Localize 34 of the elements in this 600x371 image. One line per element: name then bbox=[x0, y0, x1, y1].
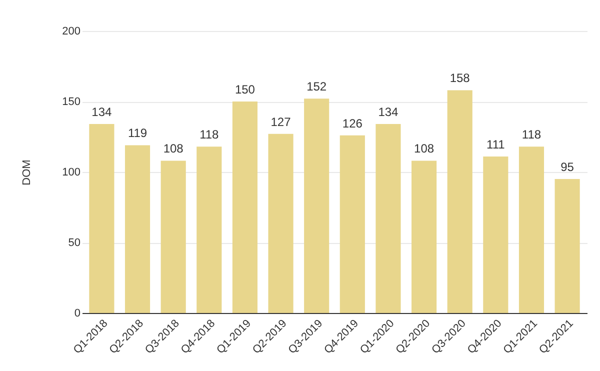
data-label: 127 bbox=[270, 114, 292, 129]
y-tick-label: 50 bbox=[68, 237, 80, 249]
data-label: 118 bbox=[522, 128, 542, 142]
y-tick-label: 200 bbox=[62, 26, 80, 38]
bar bbox=[124, 145, 150, 313]
data-label: 126 bbox=[342, 116, 363, 130]
data-label: 134 bbox=[378, 105, 399, 120]
bar bbox=[89, 124, 114, 313]
bar bbox=[232, 102, 258, 313]
bar bbox=[554, 179, 580, 313]
bar bbox=[412, 160, 437, 313]
data-label: 119 bbox=[128, 126, 148, 140]
bar bbox=[268, 134, 294, 313]
bar bbox=[196, 146, 222, 313]
data-label: 111 bbox=[486, 137, 506, 152]
bar bbox=[518, 146, 544, 313]
data-label: 95 bbox=[560, 160, 574, 174]
data-label: 108 bbox=[163, 142, 184, 156]
bar bbox=[340, 135, 365, 313]
bar bbox=[483, 156, 508, 313]
bar bbox=[447, 90, 472, 313]
data-label: 134 bbox=[92, 105, 112, 120]
bar bbox=[304, 98, 330, 313]
y-tick-label: 150 bbox=[62, 96, 80, 108]
data-label: 150 bbox=[234, 82, 256, 96]
y-tick-label: 100 bbox=[62, 166, 80, 178]
data-label: 152 bbox=[306, 80, 327, 94]
bar bbox=[160, 160, 186, 313]
y-tick-label: 0 bbox=[74, 308, 80, 320]
data-label: 158 bbox=[450, 71, 470, 86]
data-label: 118 bbox=[200, 128, 220, 142]
y-axis-title: DOM bbox=[21, 160, 34, 186]
bar bbox=[376, 124, 401, 313]
data-label: 108 bbox=[414, 142, 434, 156]
